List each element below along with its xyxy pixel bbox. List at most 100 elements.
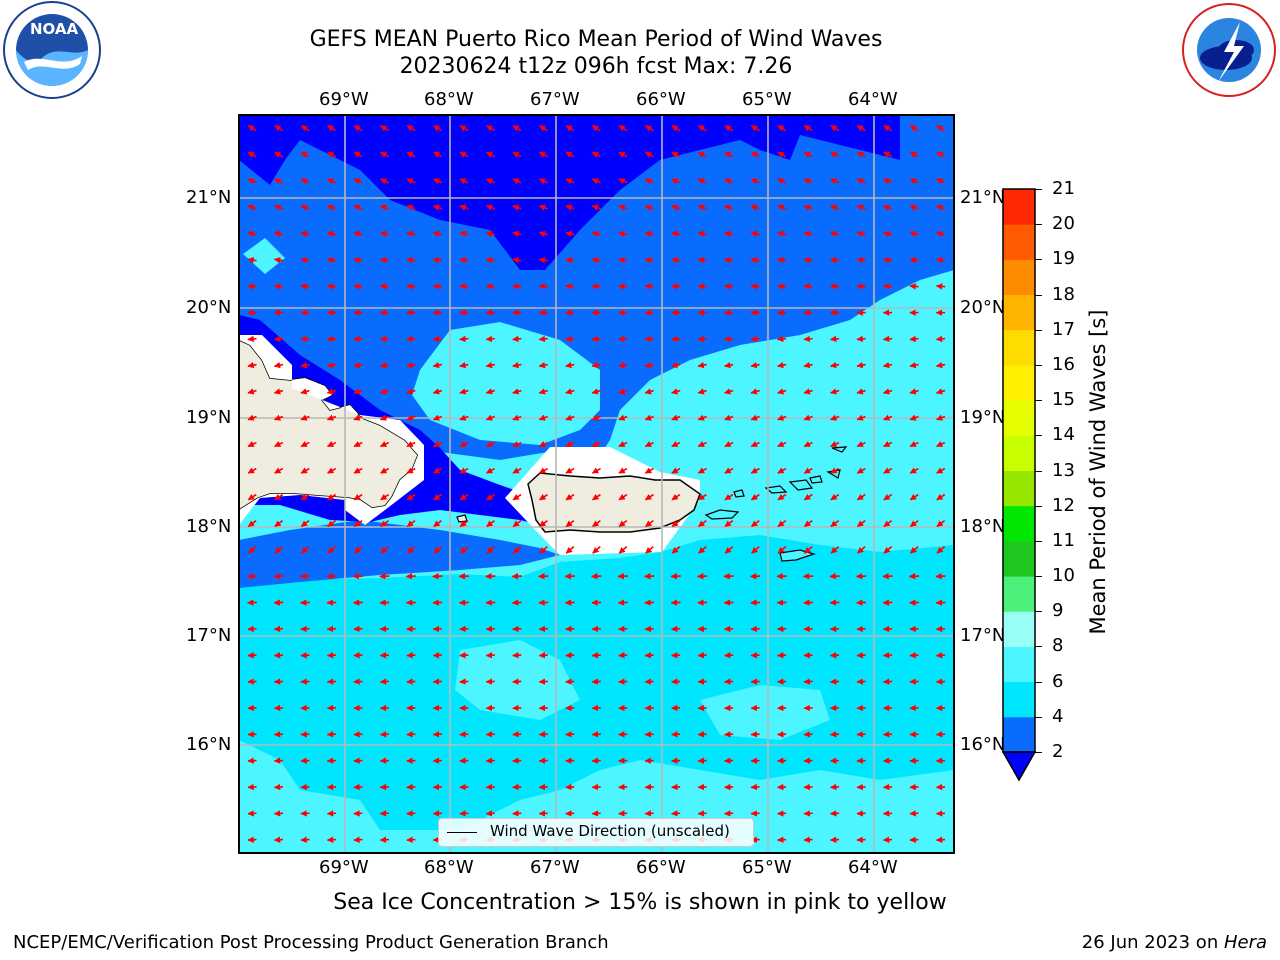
wind-arrow	[459, 388, 469, 395]
wind-arrow	[538, 257, 548, 264]
colorbar-tick-label: 4	[1052, 705, 1064, 727]
wind-arrow	[724, 441, 734, 448]
lat-label-left: 18°N	[186, 516, 232, 537]
wind-arrow	[776, 335, 787, 343]
wind-arrow	[432, 335, 442, 343]
wind-arrow	[909, 151, 919, 158]
wind-arrow	[512, 467, 522, 474]
run-host: Hera	[1223, 932, 1267, 953]
wind-arrow	[803, 493, 813, 501]
wind-arrow	[485, 335, 495, 343]
wind-arrow	[830, 414, 840, 421]
wind-arrow	[300, 519, 310, 528]
wind-arrow	[856, 414, 866, 421]
wind-arrow	[538, 361, 548, 369]
wind-arrow	[935, 204, 946, 211]
colorbar-cell	[1003, 435, 1035, 471]
wind-arrow	[777, 493, 787, 501]
wind-arrow	[379, 283, 390, 290]
wind-arrow	[644, 493, 654, 501]
wind-arrow	[724, 124, 734, 132]
wind-arrow	[671, 414, 681, 421]
wind-arrow	[247, 257, 257, 264]
wind-arrow	[723, 283, 734, 290]
colorbar-tick-label: 17	[1052, 318, 1075, 340]
colorbar-tick-label: 10	[1052, 565, 1075, 587]
wind-arrow	[829, 335, 840, 343]
wind-arrow	[697, 230, 707, 238]
wind-arrow	[273, 178, 284, 185]
wind-arrow	[300, 441, 310, 448]
wind-arrow	[829, 257, 840, 264]
wind-arrow	[644, 441, 654, 448]
wind-arrow	[538, 467, 548, 474]
wind-arrow	[353, 124, 363, 132]
wind-arrow	[750, 493, 760, 501]
wind-arrow	[724, 204, 734, 211]
wind-arrow	[776, 257, 787, 264]
wind-arrow	[353, 257, 363, 264]
wind-arrow	[777, 151, 787, 158]
wind-arrow	[618, 204, 628, 211]
colorbar-tick-mark	[1035, 189, 1042, 190]
wind-arrow	[591, 124, 601, 132]
colorbar-tick-label: 20	[1052, 213, 1075, 235]
wind-arrow	[353, 361, 363, 369]
wind-arrow	[882, 388, 893, 395]
wind-arrow	[353, 441, 363, 448]
hispaniola-mask	[239, 335, 424, 525]
wind-arrow	[776, 283, 787, 290]
wind-arrow	[829, 230, 840, 238]
wind-arrow	[936, 441, 946, 448]
wind-arrow	[882, 230, 893, 238]
wind-arrow	[406, 257, 416, 264]
wind-arrow	[856, 441, 866, 448]
wind-arrow	[618, 388, 628, 395]
wind-arrow	[829, 283, 840, 290]
wind-arrow	[697, 151, 707, 158]
wind-arrow	[380, 546, 389, 554]
wind-arrow	[697, 467, 707, 474]
wind-arrow	[883, 124, 893, 132]
wind-arrow	[909, 414, 919, 421]
lat-label-left: 16°N	[186, 734, 232, 755]
wind-arrow	[353, 230, 363, 238]
wind-arrow	[512, 335, 522, 343]
wind-arrow	[565, 493, 575, 501]
wind-arrow	[592, 546, 601, 554]
wind-arrow	[247, 151, 257, 158]
colorbar-tick-label: 18	[1052, 283, 1075, 305]
wind-arrow	[724, 519, 734, 528]
wind-arrow	[326, 283, 337, 290]
wind-arrow	[776, 361, 787, 369]
wind-arrow	[750, 283, 760, 290]
wind-arrow	[882, 361, 893, 369]
wind-arrow	[671, 204, 681, 211]
wind-arrow	[750, 388, 760, 395]
wind-arrow	[565, 230, 575, 238]
wind-arrow	[882, 283, 893, 290]
wind-arrow	[565, 335, 575, 343]
wind-arrow	[671, 151, 681, 158]
wind-arrow	[274, 493, 284, 501]
wind-arrow	[247, 519, 257, 528]
wind-arrow	[697, 283, 707, 290]
wind-arrow	[512, 230, 522, 238]
wind-arrow	[326, 230, 337, 238]
wind-arrow	[803, 467, 813, 474]
period-band-2-4	[239, 115, 954, 588]
wind-arrow	[644, 230, 654, 238]
wind-arrow	[247, 124, 257, 132]
colorbar-tick-label: 14	[1052, 424, 1075, 446]
wind-arrow	[406, 151, 416, 158]
colorbar-tick-label: 9	[1052, 600, 1064, 622]
wind-arrow	[750, 257, 760, 264]
wind-arrow	[379, 204, 390, 211]
wind-arrow	[326, 335, 337, 343]
wind-arrow	[485, 467, 496, 474]
wind-arrow	[485, 361, 495, 369]
wind-arrow	[274, 519, 284, 528]
wind-arrow	[777, 467, 787, 474]
run-date-text: 26 Jun 2023 on	[1081, 932, 1224, 953]
lat-label-right: 17°N	[960, 625, 1006, 646]
